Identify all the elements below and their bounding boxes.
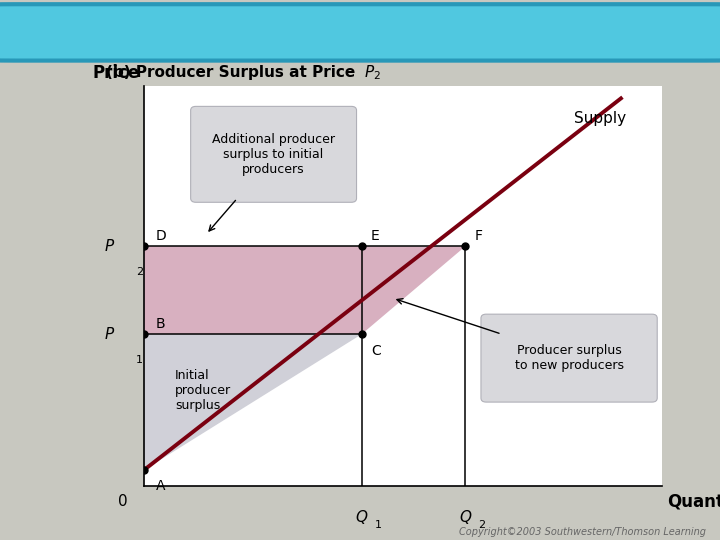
Text: Additional producer
surplus to initial
producers: Additional producer surplus to initial p…: [212, 133, 335, 176]
Text: 2: 2: [478, 520, 485, 530]
Text: $P$: $P$: [104, 326, 115, 342]
Polygon shape: [144, 246, 361, 334]
Text: $Q$: $Q$: [355, 508, 369, 526]
Text: Supply: Supply: [575, 111, 626, 126]
Text: $\mathit{P}_{2}$: $\mathit{P}_{2}$: [364, 64, 380, 82]
Text: 2: 2: [136, 267, 143, 277]
FancyBboxPatch shape: [191, 106, 356, 202]
Text: B: B: [156, 317, 165, 331]
Text: C: C: [371, 344, 381, 358]
Text: Quantity: Quantity: [667, 493, 720, 511]
Polygon shape: [361, 246, 465, 334]
FancyBboxPatch shape: [0, 4, 720, 60]
Polygon shape: [144, 334, 361, 470]
Text: Initial
producer
surplus: Initial producer surplus: [175, 369, 231, 411]
Text: 1: 1: [374, 520, 382, 530]
Text: E: E: [371, 230, 380, 243]
Text: (b) Producer Surplus at Price: (b) Producer Surplus at Price: [106, 65, 360, 80]
Text: Price: Price: [92, 64, 140, 83]
Text: D: D: [156, 230, 166, 243]
Text: Copyright©2003 Southwestern/Thomson Learning: Copyright©2003 Southwestern/Thomson Lear…: [459, 527, 706, 537]
Text: Producer surplus
to new producers: Producer surplus to new producers: [515, 344, 624, 372]
Text: F: F: [474, 230, 482, 243]
Text: Figure 6 How the Price Affects Producer Surplus: Figure 6 How the Price Affects Producer …: [35, 23, 606, 43]
Text: $P$: $P$: [104, 238, 115, 254]
Text: $Q$: $Q$: [459, 508, 472, 526]
Text: 0: 0: [119, 495, 128, 509]
FancyBboxPatch shape: [481, 314, 657, 402]
Text: A: A: [156, 479, 165, 493]
Text: 1: 1: [136, 355, 143, 365]
